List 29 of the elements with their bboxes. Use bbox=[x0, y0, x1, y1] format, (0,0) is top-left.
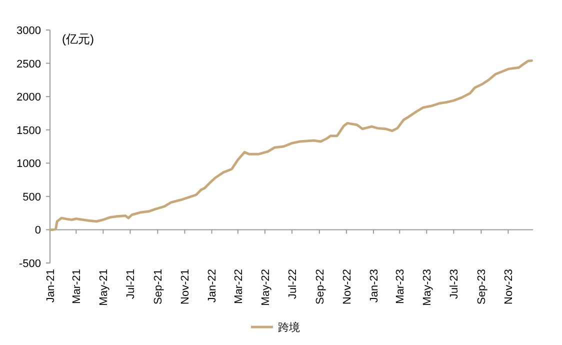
y-axis-title: (亿元) bbox=[62, 32, 94, 46]
x-tick-label: May-22 bbox=[260, 269, 272, 306]
x-tick-label: Jul-22 bbox=[286, 269, 299, 299]
x-tick-label: Nov-21 bbox=[180, 269, 192, 304]
x-tick-label: Sep-22 bbox=[314, 269, 326, 304]
x-tick-label: Jul-23 bbox=[448, 269, 461, 299]
y-tick-label: 0 bbox=[34, 224, 41, 237]
x-tick-label: Sep-21 bbox=[152, 269, 165, 304]
y-tick-label: 2500 bbox=[16, 58, 41, 70]
x-tick-label: Sep-23 bbox=[476, 269, 488, 304]
x-tick-label: Jan-22 bbox=[206, 269, 219, 303]
x-tick-label: Jul-21 bbox=[125, 269, 138, 299]
x-tick-label: Nov-22 bbox=[341, 269, 354, 304]
x-tick-label: Jan-23 bbox=[368, 269, 380, 303]
x-tick-label: May-23 bbox=[422, 269, 434, 306]
x-tick-label: Jan-21 bbox=[45, 269, 57, 303]
y-tick-label: 3000 bbox=[16, 25, 41, 37]
x-tick-label: Nov-23 bbox=[503, 269, 516, 304]
x-tick-label: Mar-21 bbox=[71, 269, 84, 304]
y-tick-label: 500 bbox=[22, 191, 41, 204]
y-tick-label: 1500 bbox=[16, 124, 41, 137]
x-tick-label: May-21 bbox=[98, 269, 110, 306]
y-tick-label: 1000 bbox=[16, 158, 41, 170]
y-tick-label: -500 bbox=[18, 258, 41, 270]
legend-label: 跨境 bbox=[278, 321, 300, 334]
line-series bbox=[48, 59, 533, 231]
y-tick-label: 2000 bbox=[16, 92, 41, 104]
x-tick-label: Mar-22 bbox=[232, 269, 245, 304]
x-tick-label: Mar-23 bbox=[394, 269, 407, 304]
